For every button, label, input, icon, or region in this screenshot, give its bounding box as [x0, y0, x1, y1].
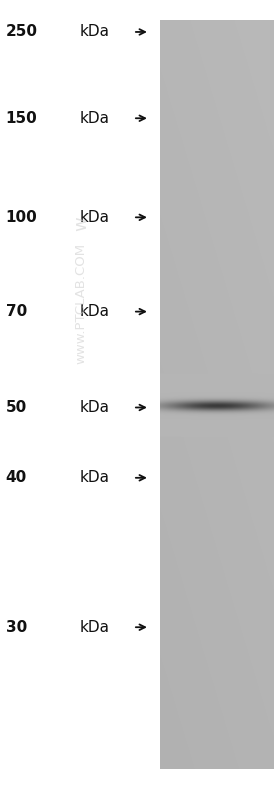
- Text: 70: 70: [6, 304, 27, 319]
- Text: kDa: kDa: [80, 620, 110, 634]
- Text: kDa: kDa: [80, 210, 110, 225]
- Text: kDa: kDa: [80, 111, 110, 125]
- Text: kDa: kDa: [80, 25, 110, 39]
- Text: kDa: kDa: [80, 304, 110, 319]
- Text: 250: 250: [6, 25, 38, 39]
- Text: www.PTCLAB.COM: www.PTCLAB.COM: [75, 243, 88, 364]
- Text: w: w: [72, 217, 90, 231]
- Text: 150: 150: [6, 111, 37, 125]
- Text: 50: 50: [6, 400, 27, 415]
- Text: 100: 100: [6, 210, 37, 225]
- Text: 30: 30: [6, 620, 27, 634]
- Text: kDa: kDa: [80, 400, 110, 415]
- Text: kDa: kDa: [80, 471, 110, 485]
- Text: 40: 40: [6, 471, 27, 485]
